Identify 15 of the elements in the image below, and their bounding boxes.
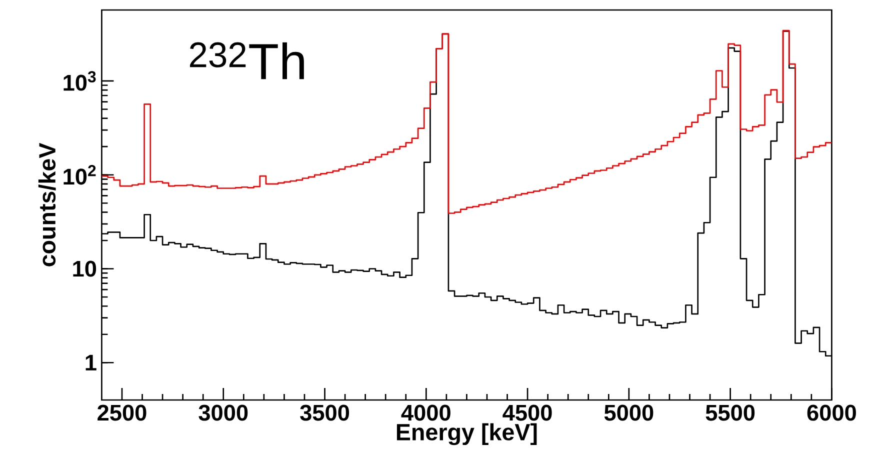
y-tick-label: 10$^{2}$ — [64, 165, 96, 185]
x-tick-label: 5000 — [604, 404, 654, 421]
y-tick-label: 10$^{3}$ — [64, 71, 96, 91]
x-tick-label: 4500 — [502, 404, 552, 421]
y-tick-label: 1 — [86, 354, 96, 370]
x-tick-label: 6000 — [807, 404, 856, 421]
x-axis-title: Energy [keV] — [396, 423, 537, 446]
x-tick-label: 4000 — [401, 404, 450, 421]
x-tick-label: 3000 — [198, 404, 248, 421]
y-tick-label: 10 — [73, 260, 96, 277]
y-axis-title: counts/keV — [38, 142, 56, 266]
x-tick-label: 2500 — [98, 404, 146, 421]
x-tick-label: 5500 — [706, 404, 755, 421]
x-tick-label: 3500 — [300, 404, 350, 421]
annotation: $^{232}$Th — [190, 42, 304, 80]
